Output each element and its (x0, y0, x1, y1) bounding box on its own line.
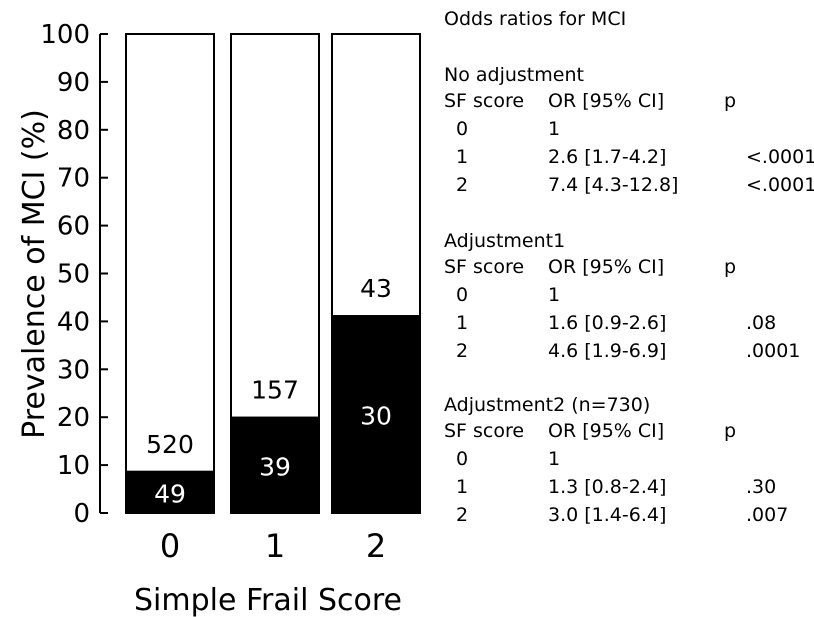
p-value-cell: .30 (746, 476, 777, 498)
block-heading: No adjustment (444, 64, 584, 86)
odds-row: 2 4.6 [1.9-6.9] .0001 (444, 338, 800, 364)
odds-row: 1 2.6 [1.7-4.2] <.0001 (444, 144, 814, 170)
column-header-row: SF score OR [95% CI] p (444, 254, 736, 280)
y-tick-label: 30 (57, 355, 90, 385)
sf-score-cell: 1 (456, 476, 469, 498)
odds-row: 2 3.0 [1.4-6.4] .007 (444, 502, 788, 528)
bar-segment-mci (125, 470, 215, 514)
p-value-cell: <.0001 (746, 146, 814, 168)
y-tick-label: 50 (57, 260, 90, 290)
p-value-cell: .007 (746, 504, 789, 526)
col-header-p: p (724, 90, 737, 112)
chart-axes: 0 10 20 30 40 50 60 70 80 90 100 0 1 2 (40, 20, 386, 565)
col-header-p: p (724, 256, 737, 278)
col-header-sf: SF score (444, 256, 525, 278)
column-header-row: SF score OR [95% CI] p (444, 88, 736, 114)
panel-title: Odds ratios for MCI (444, 8, 627, 30)
y-tick-label: 10 (57, 451, 90, 481)
sf-score-cell: 2 (456, 504, 469, 526)
col-header-sf: SF score (444, 420, 525, 442)
block-heading: Adjustment1 (444, 230, 566, 252)
y-tick-label: 40 (57, 307, 90, 337)
col-header-p: p (724, 420, 737, 442)
bar-count-label-no-mci: 157 (251, 376, 299, 405)
y-tick-label: 80 (57, 116, 90, 146)
bar-count-label-mci: 30 (360, 402, 392, 431)
x-tick-label: 0 (160, 527, 180, 565)
odds-row: 2 7.4 [4.3-12.8] <.0001 (444, 172, 814, 198)
odds-ratio-cell: 1 (548, 284, 561, 306)
x-tick-label: 2 (366, 527, 386, 565)
y-tick-label: 100 (40, 20, 90, 50)
odds-ratio-cell: 2.6 [1.7-4.2] (548, 146, 667, 168)
p-value-cell: .0001 (746, 340, 801, 362)
odds-ratio-cell: 1 (548, 118, 561, 140)
bar-count-label-no-mci: 43 (360, 274, 392, 303)
odds-ratio-cell: 7.4 [4.3-12.8] (548, 174, 679, 196)
column-header-row: SF score OR [95% CI] p (444, 418, 736, 444)
bar-count-label-mci: 49 (154, 479, 186, 508)
bar-segment-no-mci (125, 33, 215, 473)
col-header-sf: SF score (444, 90, 525, 112)
p-value-cell: <.0001 (746, 174, 814, 196)
x-tick-label: 1 (265, 527, 285, 565)
y-axis-label: Prevalence of MCI (%) (17, 109, 52, 439)
odds-ratio-cell: 1.6 [0.9-2.6] (548, 312, 667, 334)
col-header-or: OR [95% CI] (548, 256, 665, 278)
y-tick-label: 0 (73, 499, 90, 529)
odds-row: 1 1.3 [0.8-2.4] .30 (444, 474, 776, 500)
sf-score-cell: 0 (456, 118, 469, 140)
sf-score-cell: 1 (456, 312, 469, 334)
sf-score-cell: 0 (456, 448, 469, 470)
bar-segment-mci (331, 315, 421, 515)
odds-ratio-cell: 1.3 [0.8-2.4] (548, 476, 667, 498)
p-value-cell: .08 (746, 312, 777, 334)
chart-bars: 49 520 39 157 30 43 (125, 33, 421, 515)
bar-segment-no-mci (331, 33, 421, 318)
sf-score-cell: 2 (456, 174, 469, 196)
bar-count-label-mci: 39 (259, 452, 291, 481)
y-tick-label: 70 (57, 164, 90, 194)
prevalence-bar-chart: 0 10 20 30 40 50 60 70 80 90 100 0 1 2 49 520 39 157 30 43… (17, 20, 421, 617)
col-header-or: OR [95% CI] (548, 90, 665, 112)
odds-ratio-cell: 1 (548, 448, 561, 470)
odds-ratio-cell: 4.6 [1.9-6.9] (548, 340, 667, 362)
bar-segment-no-mci (230, 33, 320, 419)
sf-score-cell: 0 (456, 284, 469, 306)
x-axis-label: Simple Frail Score (134, 583, 402, 617)
odds-row: 1 1.6 [0.9-2.6] .08 (444, 310, 776, 336)
col-header-or: OR [95% CI] (548, 420, 665, 442)
y-tick-label: 60 (57, 212, 90, 242)
y-tick-label: 20 (57, 403, 90, 433)
y-tick-label: 90 (57, 68, 90, 98)
odds-ratio-cell: 3.0 [1.4-6.4] (548, 504, 667, 526)
bar-segment-mci (230, 416, 320, 514)
block-heading: Adjustment2 (n=730) (444, 394, 651, 416)
bar-count-label-no-mci: 520 (146, 430, 194, 459)
sf-score-cell: 2 (456, 340, 469, 362)
sf-score-cell: 1 (456, 146, 469, 168)
